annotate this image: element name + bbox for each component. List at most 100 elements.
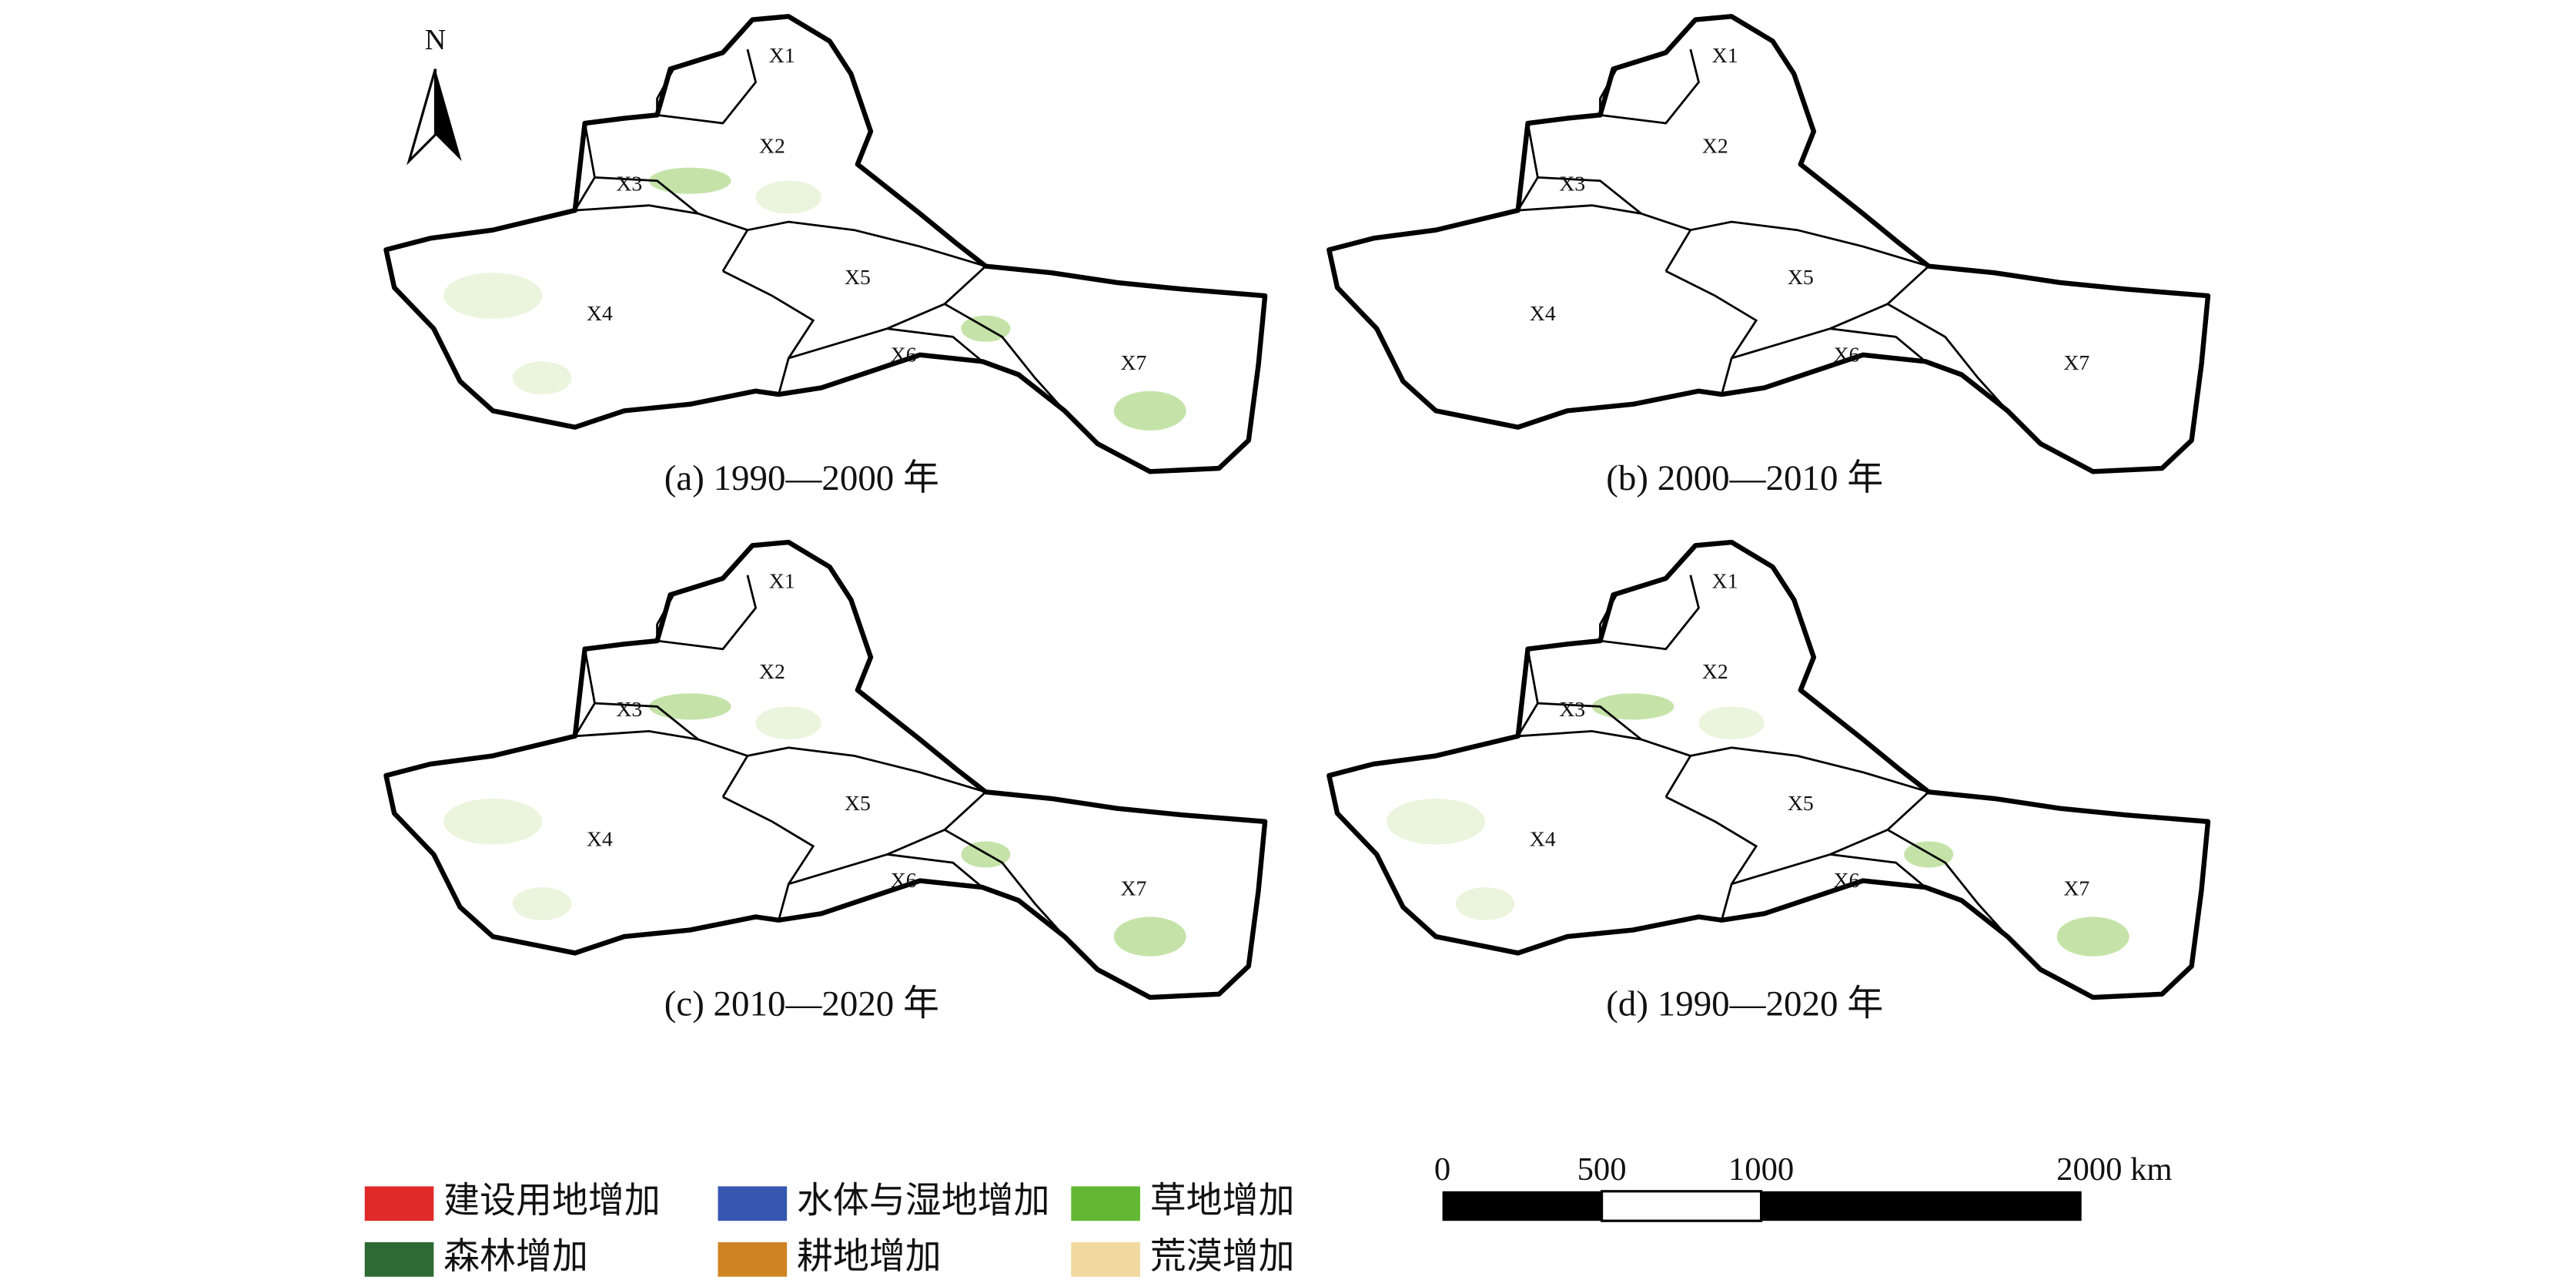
- legend-swatch: [364, 1241, 434, 1277]
- panel-caption: (b) 2000—2010 年: [1606, 458, 1883, 498]
- scale-bar: 0 500 1000 2000 km: [1434, 1151, 2173, 1222]
- region-label: X4: [1530, 827, 1556, 851]
- scale-label: 1000: [1728, 1151, 1794, 1188]
- land-change-patch: [755, 706, 821, 740]
- region-boundary: [594, 702, 699, 741]
- land-change-patch: [755, 180, 821, 214]
- outer-boundary: [383, 14, 1268, 474]
- scale-label: 500: [1577, 1151, 1627, 1188]
- region-boundary: [656, 575, 758, 651]
- region-label: X6: [1834, 868, 1860, 892]
- scale-segment: [1761, 1191, 2082, 1221]
- region-label: X2: [1702, 133, 1728, 157]
- legend-label: 水体与湿地增加: [797, 1181, 1050, 1221]
- region-boundary: [656, 49, 758, 125]
- region-label: X5: [845, 791, 871, 815]
- region-label: X2: [1702, 659, 1728, 683]
- region-label: X4: [1530, 301, 1556, 325]
- region-label: X5: [1788, 265, 1814, 289]
- region-label: X1: [1712, 43, 1738, 67]
- legend-swatch: [718, 1186, 788, 1221]
- north-label: N: [425, 24, 447, 56]
- region-boundary: [594, 176, 699, 215]
- region-boundary: [1690, 220, 1929, 267]
- panel-caption: (c) 2010—2020 年: [664, 984, 939, 1024]
- region-label: X7: [1120, 876, 1146, 900]
- scale-label: 0: [1434, 1151, 1450, 1188]
- north-arrow: N: [406, 24, 462, 166]
- map-panel: X1 X2 X3 X4 X5 X6 X7 (b) 2000—2010 年: [1326, 14, 2211, 498]
- legend-swatch: [718, 1241, 788, 1277]
- legend-swatch: [1071, 1241, 1140, 1277]
- region-boundary: [1537, 176, 1642, 215]
- region-label: X3: [1559, 171, 1585, 195]
- region-label: X6: [891, 342, 917, 366]
- region-boundary: [788, 791, 987, 886]
- region-label: X5: [1788, 791, 1814, 815]
- region-boundary: [1887, 303, 2009, 412]
- land-change-patch: [443, 273, 543, 319]
- land-change-patch: [512, 361, 572, 395]
- scale-label: 2000 km: [2056, 1151, 2172, 1188]
- land-change-patch: [1591, 693, 1674, 720]
- region-boundary: [887, 327, 983, 363]
- land-change-patch: [1455, 887, 1515, 920]
- legend-label: 荒漠增加: [1150, 1237, 1295, 1277]
- region-label: X6: [1834, 342, 1860, 366]
- region-boundary: [747, 746, 986, 793]
- region-label: X1: [769, 569, 795, 593]
- region-label: X7: [2063, 350, 2089, 374]
- region-boundary: [1731, 265, 1930, 360]
- region-boundary: [1665, 270, 1758, 395]
- region-boundary: [1887, 829, 2009, 938]
- region-fill: [1329, 542, 2208, 998]
- land-change-patch: [1387, 798, 1486, 845]
- region-label: X2: [759, 659, 785, 683]
- region-label: X7: [1120, 350, 1146, 374]
- region-label: X3: [616, 171, 642, 195]
- region-fill: [386, 542, 1266, 998]
- panel-caption: (a) 1990—2000 年: [664, 458, 939, 498]
- region-label: X4: [587, 301, 613, 325]
- region-label: X2: [759, 133, 785, 157]
- legend-label: 建设用地增加: [443, 1181, 661, 1221]
- region-boundary: [722, 270, 815, 395]
- land-change-patch: [1698, 706, 1765, 740]
- north-arrow-right: [435, 69, 462, 162]
- map-panel: X1 X2 X3 X4 X5 X6 X7 (d) 1990—2020 年: [1326, 539, 2211, 1024]
- region-boundary: [1690, 746, 1929, 793]
- legend-label: 森林增加: [443, 1237, 588, 1277]
- region-label: X4: [587, 827, 613, 851]
- legend-swatch: [1071, 1186, 1140, 1221]
- region-label: X1: [1712, 569, 1738, 593]
- map-panel: X1 X2 X3 X4 X5 X6 X7 (c) 2010—2020 年: [383, 539, 1268, 1024]
- panel-caption: (d) 1990—2020 年: [1606, 984, 1883, 1024]
- north-arrow-left: [406, 69, 437, 166]
- region-label: X3: [1559, 697, 1585, 721]
- land-change-patch: [443, 798, 543, 845]
- region-label: X7: [2063, 876, 2089, 900]
- land-change-patch: [2056, 916, 2129, 957]
- region-boundary: [1537, 702, 1642, 741]
- scale-segment: [1600, 1190, 1763, 1222]
- legend-swatch: [364, 1186, 434, 1221]
- region-label: X6: [891, 868, 917, 892]
- region-label: X5: [845, 265, 871, 289]
- region-boundary: [1599, 49, 1700, 125]
- region-label: X3: [616, 697, 642, 721]
- land-change-patch: [1113, 390, 1186, 431]
- land-change-patch: [648, 693, 731, 720]
- outer-boundary: [383, 539, 1268, 1000]
- outer-boundary: [1326, 539, 2211, 1000]
- region-boundary: [1731, 791, 1930, 886]
- region-boundary: [944, 829, 1066, 938]
- region-boundary: [1665, 796, 1758, 921]
- region-label: X1: [769, 43, 795, 67]
- legend-label: 草地增加: [1150, 1181, 1295, 1221]
- region-boundary: [788, 265, 987, 360]
- outer-boundary: [1326, 14, 2211, 474]
- legend-label: 耕地增加: [797, 1237, 942, 1277]
